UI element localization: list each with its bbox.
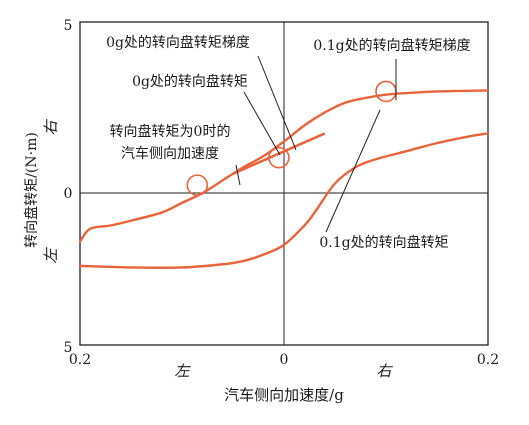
leader-lines [235,55,397,233]
y-tick-label-top: 5 [64,18,73,34]
y-tick-labels: 5 0 5 [64,18,73,356]
y-side-label-top: 右 [42,119,60,136]
x-axis-title: 汽车侧向加速度/g [224,386,344,404]
x-tick-labels: 0.2 0 0.2 [69,352,499,368]
annotations: 0g处的转向盘转矩梯度 0.1g处的转向盘转矩梯度 0g处的转向盘转矩 转向盘转… [106,34,471,251]
annotation-zero-torque-line1: 转向盘转矩为0时的 [110,123,231,140]
annotation-point1g-torque: 0.1g处的转向盘转矩 [319,234,448,251]
leader-zero-g-gradient [257,55,297,151]
leader-zero-g-torque [243,91,281,156]
x-side-label-right: 右 [376,362,393,380]
y-side-label-bottom: 左 [42,247,60,264]
x-tick-label-left: 0.2 [69,352,91,368]
x-side-label-left: 左 [174,362,191,380]
leader-zero-torque [235,164,241,186]
annotation-point1g-gradient: 0.1g处的转向盘转矩梯度 [313,37,470,54]
x-tick-label-right: 0.2 [477,352,499,368]
y-tick-label-zero: 0 [64,186,73,202]
series-line-lower [78,132,490,269]
x-tick-label-zero: 0 [280,352,289,368]
marker-circle-zero_g [268,146,290,169]
y-axis-title: 转向盘转矩/(N·m) [23,132,40,248]
annotation-zero-g-torque: 0g处的转向盘转矩 [132,73,248,90]
annotation-zero-g-gradient: 0g处的转向盘转矩梯度 [106,34,250,51]
y-tick-label-bottom: 5 [64,340,73,356]
plot-frame [79,21,489,346]
leader-point1g-torque [325,109,381,233]
marker-circle-point1g [375,80,397,103]
marker-circle-zero_torque [186,174,209,196]
annotation-zero-torque-line2: 汽车侧向加速度 [121,145,219,162]
